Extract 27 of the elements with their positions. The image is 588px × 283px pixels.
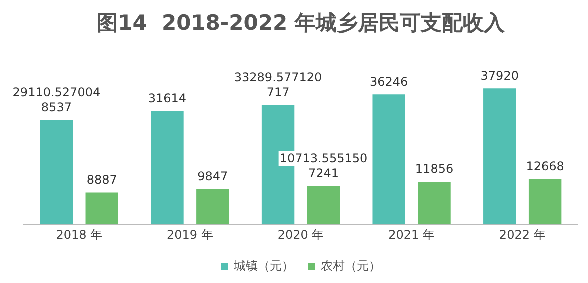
bar bbox=[86, 192, 118, 225]
bar bbox=[307, 186, 340, 225]
data-label: 31614 bbox=[148, 91, 187, 106]
legend-label: 城镇（元） bbox=[233, 259, 294, 274]
data-label: 12668 bbox=[526, 159, 564, 174]
legend-label: 农村（元） bbox=[321, 259, 381, 274]
data-label: 9847 bbox=[198, 169, 228, 184]
bar bbox=[372, 94, 406, 225]
data-label: 29110.527004 8537 bbox=[12, 85, 101, 114]
x-tick-label: 2018 年 bbox=[56, 228, 103, 242]
data-label: 8887 bbox=[86, 172, 118, 187]
data-label: 37920 bbox=[480, 68, 519, 83]
bar bbox=[196, 189, 230, 225]
data-label: 11856 bbox=[415, 162, 454, 176]
bar bbox=[484, 88, 516, 225]
data-label: 33289.577120 717 bbox=[234, 70, 322, 100]
bar bbox=[40, 120, 74, 225]
bar bbox=[151, 111, 184, 225]
x-tick-label: 2021 年 bbox=[388, 228, 435, 242]
data-label: 10713.555150 7241 bbox=[280, 151, 368, 180]
data-label: 36246 bbox=[370, 74, 408, 89]
x-tick-label: 2020 年 bbox=[278, 228, 324, 242]
bar bbox=[418, 182, 451, 225]
bar bbox=[528, 179, 562, 225]
x-tick-label: 2019 年 bbox=[167, 228, 214, 242]
x-tick-label: 2022 年 bbox=[499, 228, 546, 242]
chart-title: 图14 2018-2022 年城乡居民可支配收入 bbox=[97, 11, 506, 36]
